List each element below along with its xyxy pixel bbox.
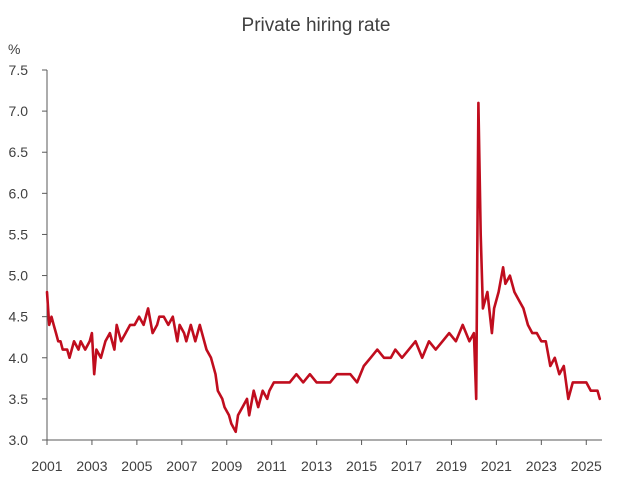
y-tick-label: 5.0 — [9, 268, 29, 284]
x-tick-label: 2017 — [391, 458, 422, 474]
x-tick-label: 2005 — [121, 458, 152, 474]
x-tick-label: 2009 — [211, 458, 242, 474]
y-tick-label: 3.0 — [9, 432, 29, 448]
x-tick-label: 2019 — [436, 458, 467, 474]
x-tick-label: 2003 — [76, 458, 107, 474]
y-tick-label: 4.5 — [9, 309, 29, 325]
y-tick-label: 5.5 — [9, 226, 29, 242]
y-tick-label: 7.0 — [9, 103, 29, 119]
x-tick-label: 2015 — [346, 458, 377, 474]
y-tick-label: 3.5 — [9, 391, 29, 407]
x-tick-label: 2023 — [526, 458, 557, 474]
x-tick-label: 2011 — [257, 458, 287, 474]
y-tick-label: 6.0 — [9, 185, 29, 201]
chart-title: Private hiring rate — [242, 15, 391, 36]
x-axis: 2001 2003 2005 2007 2009 2011 2013 2015 2017 2019… — [31, 440, 602, 474]
series-group — [45, 101, 602, 434]
y-tick-label: 6.5 — [9, 144, 29, 160]
x-tick-label: 2025 — [571, 458, 602, 474]
x-tick-label: 2001 — [31, 458, 62, 474]
x-tick-label: 2013 — [301, 458, 332, 474]
y-axis: 3.0 3.5 4.0 4.5 5.0 5.5 6.0 6.5 7.0 7.5 — [9, 62, 47, 448]
x-tick-label: 2021 — [481, 458, 512, 474]
series-line-0 — [45, 101, 602, 434]
x-tick-label: 2007 — [166, 458, 197, 474]
y-tick-label: 4.0 — [9, 350, 29, 366]
y-axis-unit-label: % — [8, 41, 20, 57]
y-tick-label: 7.5 — [9, 62, 29, 78]
